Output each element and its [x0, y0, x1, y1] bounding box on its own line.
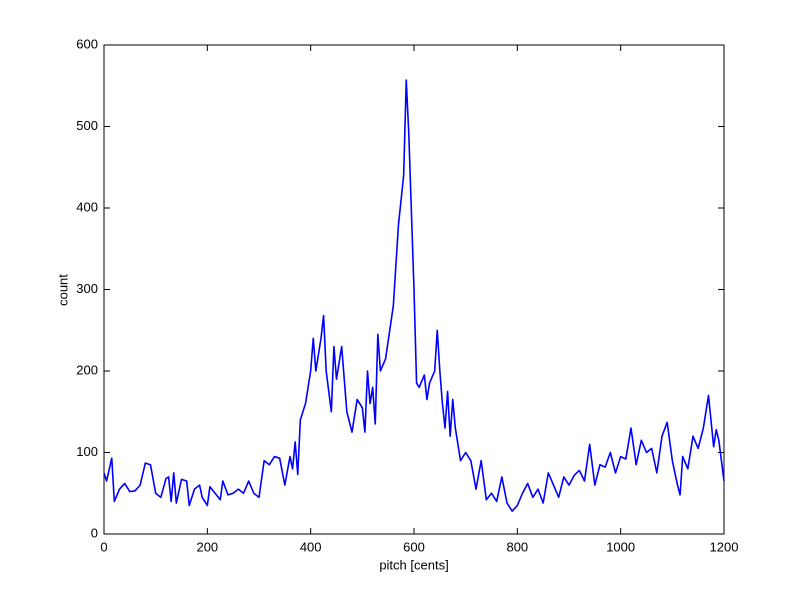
x-tick-label: 600 — [403, 539, 425, 554]
y-tick-label: 100 — [76, 444, 98, 459]
y-tick-label: 500 — [76, 118, 98, 133]
y-tick-label: 0 — [91, 525, 98, 540]
x-tick-label: 400 — [300, 539, 322, 554]
y-tick-label: 200 — [76, 362, 98, 377]
x-tick-label: 1000 — [606, 539, 635, 554]
y-axis-label: count — [55, 274, 70, 306]
x-tick-label: 1200 — [710, 539, 739, 554]
y-tick-label: 400 — [76, 199, 98, 214]
x-tick-label: 0 — [100, 539, 107, 554]
y-tick-label: 300 — [76, 281, 98, 296]
y-tick-label: 600 — [76, 36, 98, 51]
data-line — [103, 79, 725, 512]
x-tick-label: 200 — [196, 539, 218, 554]
x-tick-label: 800 — [506, 539, 528, 554]
x-axis-label: pitch [cents] — [379, 557, 448, 572]
